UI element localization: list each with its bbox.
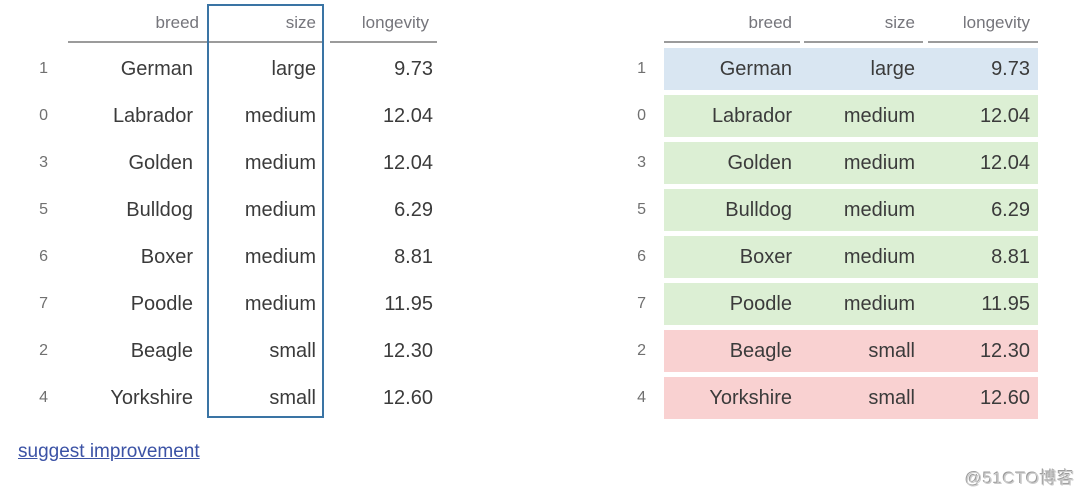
left-row-index: 5 bbox=[39, 201, 48, 218]
left-cell-longevity: 12.04 bbox=[382, 105, 433, 127]
right-row-index: 1 bbox=[637, 60, 646, 77]
left-row-index: 4 bbox=[39, 389, 48, 406]
left-cell-size: medium bbox=[244, 246, 316, 268]
left-header-size: size bbox=[207, 5, 324, 43]
right-table: breed size longevity 1 German large 9.73… bbox=[620, 5, 1038, 419]
right-cell-size: small bbox=[800, 330, 923, 372]
left-cell-breed: Bulldog bbox=[126, 199, 193, 221]
left-cell-size: medium bbox=[244, 293, 316, 315]
left-cell-breed: Labrador bbox=[112, 105, 193, 127]
right-cell-longevity: 12.60 bbox=[923, 377, 1038, 419]
right-row-index: 7 bbox=[637, 295, 646, 312]
right-cell-breed: Beagle bbox=[664, 330, 800, 372]
right-row-index: 4 bbox=[637, 389, 646, 406]
right-cell-longevity: 9.73 bbox=[923, 48, 1038, 90]
left-row-index: 7 bbox=[39, 295, 48, 312]
right-row-index: 6 bbox=[637, 248, 646, 265]
left-cell-breed: Boxer bbox=[140, 246, 193, 268]
right-cell-size: medium bbox=[800, 283, 923, 325]
right-cell-longevity: 12.04 bbox=[923, 95, 1038, 137]
right-cell-longevity: 8.81 bbox=[923, 236, 1038, 278]
left-row-index: 1 bbox=[39, 60, 48, 77]
left-cell-longevity: 6.29 bbox=[394, 199, 433, 221]
right-row-index: 3 bbox=[637, 154, 646, 171]
right-cell-size: large bbox=[800, 48, 923, 90]
right-row-index: 5 bbox=[637, 201, 646, 218]
right-cell-longevity: 11.95 bbox=[923, 283, 1038, 325]
left-cell-size: large bbox=[271, 58, 316, 80]
left-cell-longevity: 8.81 bbox=[394, 246, 433, 268]
right-cell-size: medium bbox=[800, 95, 923, 137]
left-header-index bbox=[10, 5, 66, 43]
left-cell-longevity: 12.04 bbox=[382, 152, 433, 174]
right-cell-longevity: 12.04 bbox=[923, 142, 1038, 184]
left-cell-breed: Yorkshire bbox=[110, 387, 193, 409]
right-header-longevity: longevity bbox=[928, 5, 1038, 43]
right-cell-size: small bbox=[800, 377, 923, 419]
right-cell-breed: Poodle bbox=[664, 283, 800, 325]
left-header-breed: breed bbox=[68, 5, 207, 43]
right-cell-breed: Labrador bbox=[664, 95, 800, 137]
left-row-index: 2 bbox=[39, 342, 48, 359]
watermark: @51CTO博客 bbox=[965, 469, 1075, 488]
left-cell-size: medium bbox=[244, 105, 316, 127]
left-cell-breed: Golden bbox=[128, 152, 194, 174]
left-cell-size: small bbox=[269, 340, 316, 362]
left-cell-longevity: 11.95 bbox=[384, 293, 433, 315]
left-cell-breed: Poodle bbox=[130, 293, 193, 315]
right-cell-longevity: 12.30 bbox=[923, 330, 1038, 372]
left-cell-breed: German bbox=[120, 58, 193, 80]
right-row-index: 0 bbox=[637, 107, 646, 124]
left-header-longevity: longevity bbox=[330, 5, 437, 43]
left-cell-longevity: 12.60 bbox=[382, 387, 433, 409]
left-row-index: 6 bbox=[39, 248, 48, 265]
left-cell-size: medium bbox=[244, 199, 316, 221]
right-header-index bbox=[620, 5, 664, 43]
right-cell-breed: Boxer bbox=[664, 236, 800, 278]
right-cell-size: medium bbox=[800, 142, 923, 184]
left-row-index: 0 bbox=[39, 107, 48, 124]
right-cell-longevity: 6.29 bbox=[923, 189, 1038, 231]
right-cell-size: medium bbox=[800, 236, 923, 278]
right-header-size: size bbox=[804, 5, 923, 43]
left-row-index: 3 bbox=[39, 154, 48, 171]
suggest-improvement-link[interactable]: suggest improvement bbox=[18, 441, 200, 462]
right-cell-breed: Bulldog bbox=[664, 189, 800, 231]
left-cell-longevity: 9.73 bbox=[394, 58, 433, 80]
left-cell-breed: Beagle bbox=[130, 340, 193, 362]
left-cell-size: small bbox=[269, 387, 316, 409]
right-row-index: 2 bbox=[637, 342, 646, 359]
left-cell-size: medium bbox=[244, 152, 316, 174]
right-header-breed: breed bbox=[664, 5, 800, 43]
left-cell-longevity: 12.30 bbox=[382, 340, 433, 362]
right-cell-breed: Golden bbox=[664, 142, 800, 184]
left-table: breed size longevity 1 German large 9.73… bbox=[10, 4, 441, 419]
right-cell-size: medium bbox=[800, 189, 923, 231]
right-cell-breed: German bbox=[664, 48, 800, 90]
right-cell-breed: Yorkshire bbox=[664, 377, 800, 419]
